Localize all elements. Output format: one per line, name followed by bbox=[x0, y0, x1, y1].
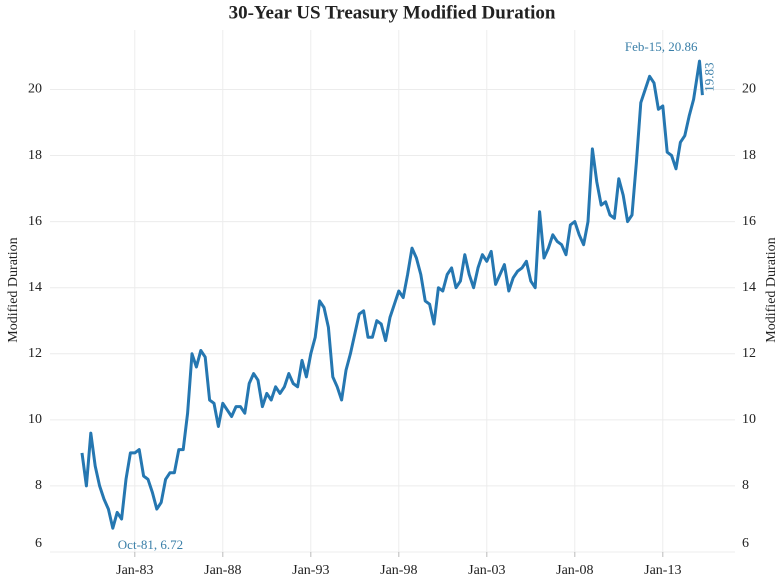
data-line bbox=[80, 59, 704, 530]
y-tick-label: 14 bbox=[28, 280, 42, 295]
y-tick-label: 8 bbox=[35, 478, 42, 493]
x-tick-label: Jan-88 bbox=[204, 563, 241, 578]
y-tick-label: 18 bbox=[28, 148, 42, 163]
y-tick-label: 6 bbox=[35, 536, 42, 551]
x-tick-label: Jan-93 bbox=[292, 563, 329, 578]
y2-tick-label: 8 bbox=[742, 478, 749, 493]
x-tick-label: Jan-03 bbox=[468, 563, 505, 578]
y2-tick-label: 10 bbox=[742, 412, 756, 427]
y-tick-label: 20 bbox=[28, 82, 42, 97]
y-tick-label: 12 bbox=[28, 346, 42, 361]
x-tick-label: Jan-83 bbox=[116, 563, 153, 578]
annotation: Feb-15, 20.86 bbox=[625, 39, 698, 54]
y2-tick-label: 6 bbox=[742, 536, 749, 551]
x-tick-label: Jan-13 bbox=[644, 563, 681, 578]
y2-tick-label: 12 bbox=[742, 346, 756, 361]
y2-tick-label: 18 bbox=[742, 148, 756, 163]
y-axis-label: Modified Duration bbox=[6, 237, 21, 342]
y2-axis-label: Modified Duration bbox=[764, 237, 779, 342]
x-tick-label: Jan-98 bbox=[380, 563, 417, 578]
y2-tick-label: 20 bbox=[742, 82, 756, 97]
annotation: Oct-81, 6.72 bbox=[118, 537, 183, 552]
y-tick-label: 10 bbox=[28, 412, 42, 427]
y2-tick-label: 16 bbox=[742, 214, 756, 229]
chart-title: 30-Year US Treasury Modified Duration bbox=[229, 2, 556, 23]
annotation: 19.83 bbox=[701, 62, 716, 91]
y2-tick-label: 14 bbox=[742, 280, 756, 295]
x-tick-label: Jan-08 bbox=[556, 563, 593, 578]
y-tick-label: 16 bbox=[28, 214, 42, 229]
